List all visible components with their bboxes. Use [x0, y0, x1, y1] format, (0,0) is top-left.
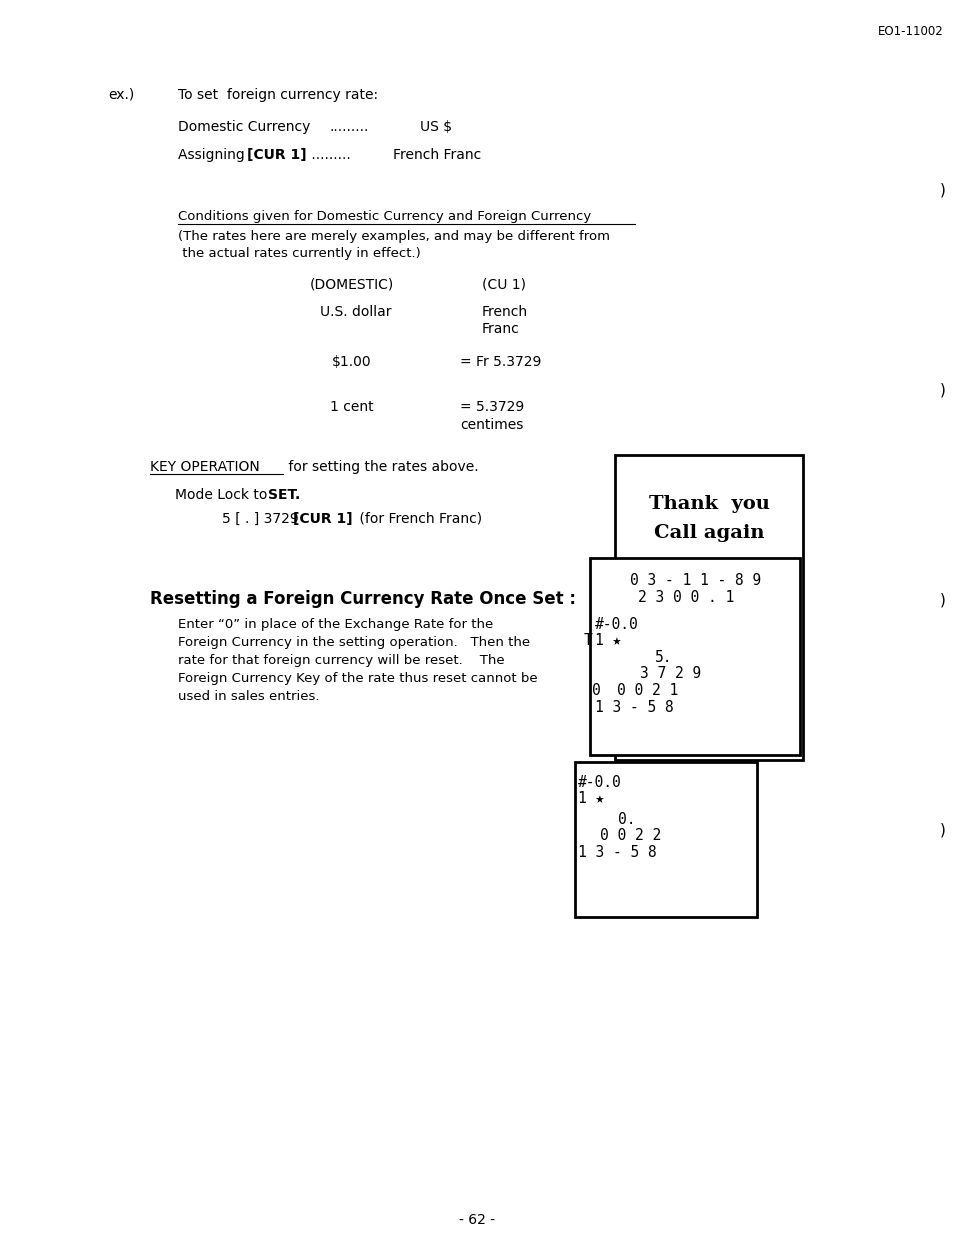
Text: $1.00: $1.00 [332, 356, 372, 369]
Text: rate for that foreign currency will be reset.    The: rate for that foreign currency will be r… [178, 654, 504, 667]
Text: 5.: 5. [655, 650, 672, 665]
Text: French: French [481, 305, 528, 318]
Text: 0 0 2 1: 0 0 2 1 [617, 683, 678, 698]
Text: 1 3 - 5 8: 1 3 - 5 8 [595, 700, 673, 715]
Text: 1 ★: 1 ★ [578, 790, 603, 807]
Text: [CUR 1]: [CUR 1] [293, 512, 353, 527]
Bar [615, 455, 802, 760]
Text: the actual rates currently in effect.): the actual rates currently in effect.) [178, 247, 420, 260]
Text: Domestic Currency: Domestic Currency [178, 120, 310, 134]
Text: #-0.0: #-0.0 [595, 617, 639, 632]
Text: SET.: SET. [268, 488, 300, 502]
Text: Assigning: Assigning [178, 147, 253, 162]
Text: 1 3 - 5 8: 1 3 - 5 8 [578, 845, 656, 860]
Text: Foreign Currency Key of the rate thus reset cannot be: Foreign Currency Key of the rate thus re… [178, 672, 537, 685]
Text: ): ) [939, 592, 945, 607]
Text: (for French Franc): (for French Franc) [355, 512, 481, 527]
Text: centimes: centimes [459, 418, 523, 432]
Text: Enter “0” in place of the Exchange Rate for the: Enter “0” in place of the Exchange Rate … [178, 618, 493, 631]
Text: .........: ......... [307, 147, 351, 162]
Text: Franc: Franc [481, 322, 519, 336]
Text: 2 3 0 0 . 1: 2 3 0 0 . 1 [638, 590, 734, 605]
Text: = Fr 5.3729: = Fr 5.3729 [459, 356, 540, 369]
Text: French Franc: French Franc [393, 147, 480, 162]
Text: 3 7 2 9: 3 7 2 9 [639, 667, 700, 681]
Text: [CUR 1]: [CUR 1] [247, 147, 306, 162]
Text: for setting the rates above.: for setting the rates above. [284, 460, 478, 475]
Text: used in sales entries.: used in sales entries. [178, 690, 319, 703]
Text: = 5.3729: = 5.3729 [459, 400, 524, 414]
Text: (The rates here are merely examples, and may be different from: (The rates here are merely examples, and… [178, 230, 609, 243]
Text: 0 3 - 1 1 - 8 9: 0 3 - 1 1 - 8 9 [629, 572, 760, 589]
Bar [589, 558, 800, 755]
Text: US $: US $ [419, 120, 452, 134]
Text: Conditions given for Domestic Currency and Foreign Currency: Conditions given for Domestic Currency a… [178, 209, 591, 223]
Text: 0.: 0. [618, 812, 635, 826]
Text: ex.): ex.) [108, 88, 134, 102]
Text: ): ) [939, 383, 945, 398]
Text: ): ) [939, 823, 945, 838]
Text: Resetting a Foreign Currency Rate Once Set :: Resetting a Foreign Currency Rate Once S… [150, 590, 576, 608]
Text: EO1-11002: EO1-11002 [877, 25, 943, 38]
Text: To set  foreign currency rate:: To set foreign currency rate: [178, 88, 377, 102]
Text: U.S. dollar: U.S. dollar [319, 305, 391, 318]
Text: 1 cent: 1 cent [330, 400, 374, 414]
Text: (DOMESTIC): (DOMESTIC) [310, 278, 394, 292]
Text: Foreign Currency in the setting operation.   Then the: Foreign Currency in the setting operatio… [178, 636, 530, 649]
Text: #-0.0: #-0.0 [578, 776, 621, 790]
Text: (CU 1): (CU 1) [481, 278, 525, 292]
Text: 0 0 2 2: 0 0 2 2 [599, 828, 660, 843]
Text: Call again: Call again [653, 524, 763, 541]
Bar [575, 762, 757, 917]
Text: 1 ★: 1 ★ [595, 633, 620, 648]
Text: - 62 -: - 62 - [458, 1213, 495, 1227]
Text: ): ) [939, 182, 945, 197]
Text: Mode Lock to: Mode Lock to [174, 488, 272, 502]
Text: Thank  you: Thank you [648, 496, 769, 513]
Text: KEY OPERATION: KEY OPERATION [150, 460, 259, 475]
Text: T: T [583, 633, 592, 648]
Text: .........: ......... [330, 120, 369, 134]
Text: 0: 0 [592, 683, 600, 698]
Text: 5 [ . ] 3729: 5 [ . ] 3729 [222, 512, 303, 527]
